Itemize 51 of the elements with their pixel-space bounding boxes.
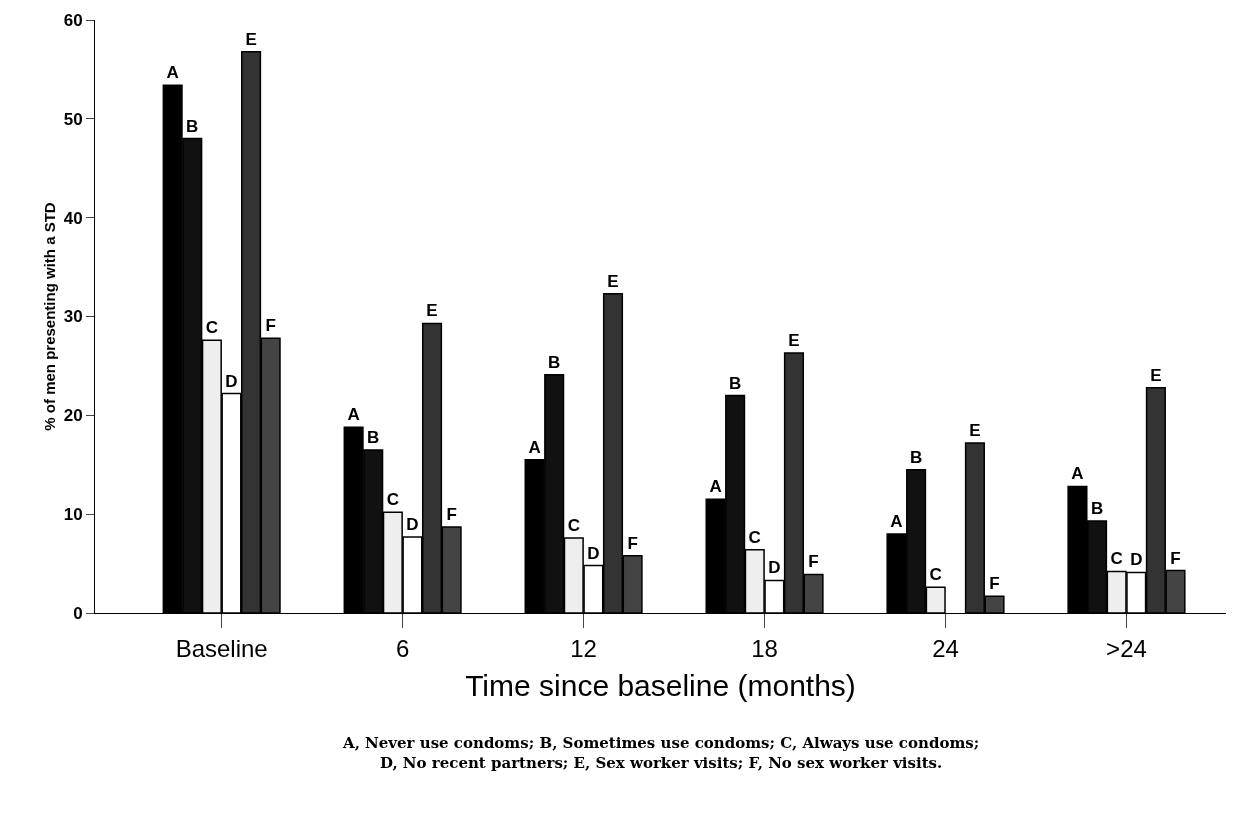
text: F	[446, 505, 457, 525]
text: A, Never use condoms; B, Sometimes use condoms; C, Always use condoms; D, No recent partners; E, Sex worker visits; F, No sex worker visits.	[342, 734, 980, 772]
text: E	[426, 301, 438, 321]
text: A	[347, 405, 360, 425]
y-tick-label: 30	[63, 307, 83, 327]
series-label: E	[245, 29, 257, 49]
text: D	[587, 543, 600, 563]
y-tick-label: 40	[63, 208, 83, 228]
y-axis-title: % of men presenting with a STD	[41, 202, 58, 431]
text: B	[1090, 499, 1104, 519]
text: D	[1130, 550, 1143, 570]
series-label: F	[265, 316, 276, 336]
text: E	[607, 271, 619, 291]
y-tick-label: 10	[63, 505, 83, 525]
text: F	[1170, 548, 1181, 568]
text: F	[627, 533, 638, 553]
text: C	[1110, 549, 1123, 569]
x-tick-label: 6	[395, 634, 410, 662]
text: C	[567, 515, 580, 535]
series-label: D	[225, 371, 238, 391]
text: D	[768, 558, 781, 578]
y-tick-label: 50	[63, 109, 83, 129]
text: E	[1150, 365, 1162, 385]
text: E	[788, 331, 800, 351]
text: B	[367, 427, 380, 447]
text: B	[729, 373, 742, 393]
text: A	[890, 511, 903, 531]
text: A	[528, 437, 541, 457]
text: D	[406, 514, 419, 534]
series-label: C	[205, 318, 219, 338]
text: E	[969, 421, 981, 441]
y-tick-label: 0	[73, 603, 83, 623]
text: B	[548, 352, 561, 372]
text: C	[929, 565, 942, 585]
x-tick-label: Baseline	[175, 634, 268, 662]
text: A	[1071, 464, 1084, 484]
text: C	[386, 490, 399, 510]
text: B	[909, 447, 923, 467]
series-label: B	[186, 116, 199, 136]
y-tick-label: 60	[63, 10, 83, 30]
x-tick-label: 18	[751, 634, 778, 662]
text: A	[709, 477, 722, 497]
series-label: A	[166, 63, 179, 83]
text: C	[748, 527, 761, 547]
y-tick-label: 20	[63, 406, 83, 426]
text: F	[989, 574, 1000, 594]
x-tick-label: 24	[932, 634, 959, 662]
text: F	[808, 552, 819, 572]
x-tick-label: 12	[570, 634, 597, 662]
x-axis-title: Time since baseline (months)	[465, 669, 856, 703]
x-tick-label: >24	[1106, 634, 1147, 662]
